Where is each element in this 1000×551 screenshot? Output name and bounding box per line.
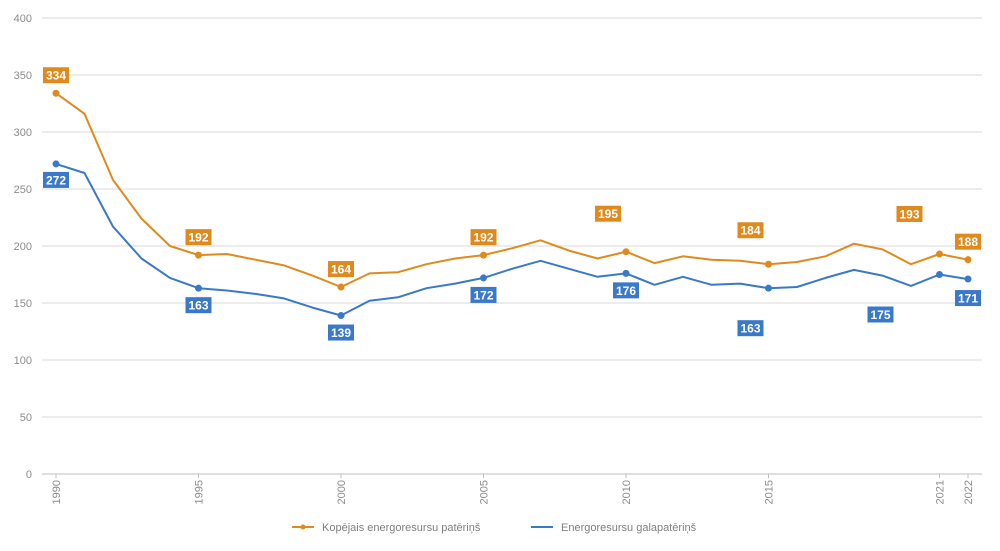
series-1-point-2005 — [480, 274, 487, 282]
data-labels-layer: 334 192 164 192 195 184 193 188 272 163 139 172 176 1… — [43, 67, 981, 341]
x-tick-label-2021: 2021 — [935, 480, 947, 504]
series-1-point-2022 — [964, 275, 972, 283]
data-label-0-2010: 195 — [598, 207, 618, 221]
y-tick-label-50: 50 — [20, 412, 32, 424]
series-1-point-2000 — [337, 312, 345, 320]
data-label-0-2015: 184 — [740, 224, 760, 238]
x-tick-label-2005: 2005 — [479, 480, 491, 504]
series-0-point-1990 — [52, 89, 60, 97]
data-label-0-1995: 192 — [188, 231, 208, 245]
series-layer — [52, 89, 972, 320]
legend-label-0: Kopējais energoresursu patēriņš — [322, 522, 481, 534]
series-0-point-2022 — [964, 256, 972, 264]
data-label-1-1990: 272 — [46, 173, 66, 187]
series-1-point-2021 — [936, 271, 943, 278]
data-label-1-2010: 176 — [616, 284, 636, 298]
series-1-point-1990 — [52, 160, 60, 168]
data-label-box-1-2000 — [328, 324, 354, 341]
x-tick-label-2000: 2000 — [336, 480, 348, 504]
series-0-point-2005 — [480, 251, 487, 259]
data-label-box-0-2010 — [595, 205, 621, 222]
x-tick-label-2010: 2010 — [621, 480, 633, 504]
x-tick-label-1990: 1990 — [51, 480, 63, 504]
legend-marker-0 — [300, 524, 306, 530]
data-label-box-1-1990 — [43, 171, 69, 188]
data-label-box-0-1995 — [185, 229, 212, 246]
data-label-1-2021: 175 — [870, 308, 890, 322]
series-0-point-1995 — [195, 251, 202, 259]
data-label-box-0-2000 — [328, 261, 354, 278]
data-label-box-0-2021 — [896, 205, 923, 222]
data-label-box-0-2022 — [955, 233, 981, 250]
series-1-point-1995 — [195, 284, 202, 292]
data-label-1-2005: 172 — [473, 288, 493, 302]
data-label-1-2015: 163 — [740, 322, 760, 336]
data-label-0-2000: 164 — [331, 263, 351, 277]
data-label-0-2022: 188 — [958, 235, 978, 249]
data-label-box-0-2015 — [737, 222, 764, 239]
series-1-point-2015 — [765, 284, 772, 292]
series-0-point-2010 — [622, 248, 630, 256]
data-label-0-2005: 192 — [473, 231, 493, 245]
data-label-box-1-2021 — [867, 306, 894, 323]
grid-lines — [42, 17, 982, 475]
data-label-box-1-2005 — [470, 286, 497, 303]
y-tick-label-200: 200 — [14, 241, 32, 253]
data-label-box-0-1990 — [43, 67, 69, 84]
data-label-box-1-2010 — [613, 282, 639, 299]
y-tick-label-100: 100 — [14, 355, 32, 367]
x-axis: 1990 1995 2000 2005 2010 2015 2021 2022 — [51, 474, 975, 504]
x-tick-label-2015: 2015 — [764, 480, 776, 504]
y-tick-label-0: 0 — [26, 469, 32, 481]
y-tick-label-400: 400 — [14, 13, 32, 25]
legend: Kopējais energoresursu patēriņš Energores… — [292, 522, 697, 534]
data-label-1-2022: 171 — [958, 292, 978, 306]
data-label-box-1-1995 — [185, 297, 212, 314]
y-axis: 0 50 100 150 200 250 300 350 400 — [14, 13, 32, 481]
x-tick-label-2022: 2022 — [963, 480, 975, 504]
y-tick-label-250: 250 — [14, 184, 32, 196]
y-tick-label-300: 300 — [14, 127, 32, 139]
data-label-1-2000: 139 — [331, 326, 351, 340]
series-line-0 — [55, 92, 969, 288]
series-0-point-2021 — [936, 250, 943, 258]
data-label-0-1990: 334 — [46, 69, 66, 83]
data-label-box-1-2022 — [955, 290, 981, 307]
series-0-point-2000 — [337, 283, 345, 291]
data-label-box-1-2015 — [737, 320, 764, 337]
series-line-1 — [55, 162, 969, 317]
data-label-box-0-2005 — [470, 229, 497, 246]
y-tick-label-150: 150 — [14, 298, 32, 310]
x-tick-label-1995: 1995 — [194, 480, 206, 504]
legend-label-1: Energoresursu galapatēriņš — [561, 522, 697, 534]
series-0-point-2015 — [765, 260, 772, 268]
y-tick-label-350: 350 — [14, 70, 32, 82]
data-label-1-1995: 163 — [188, 299, 208, 313]
data-label-0-2021: 193 — [899, 207, 919, 221]
series-1-point-2010 — [622, 269, 630, 277]
